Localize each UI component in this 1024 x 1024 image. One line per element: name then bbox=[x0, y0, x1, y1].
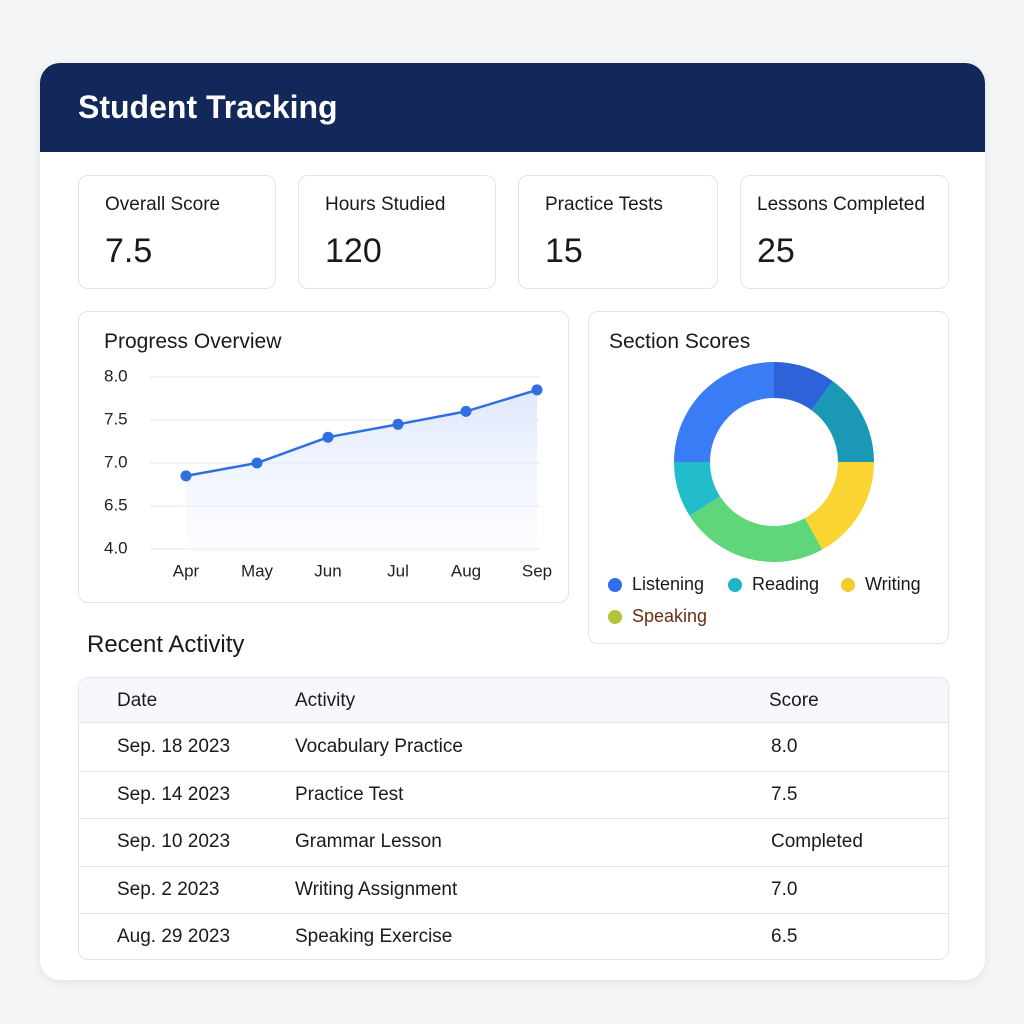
stat-label: Overall Score bbox=[105, 194, 221, 215]
section-title: Recent Activity bbox=[87, 631, 245, 658]
table-cell: Writing Assignment bbox=[295, 878, 458, 900]
table-cell: Practice Test bbox=[295, 783, 404, 805]
chart-title: Section Scores bbox=[609, 330, 751, 353]
table-cell: 7.5 bbox=[771, 783, 798, 805]
activity-table: Date Activity Score Sep. 18 2023 Vocabulary … bbox=[78, 677, 949, 960]
column-header: Date bbox=[117, 690, 158, 711]
table-cell: 7.0 bbox=[771, 878, 798, 900]
header: Student Tracking bbox=[40, 63, 985, 152]
table-cell: Sep. 14 2023 bbox=[117, 783, 231, 805]
table-cell: Speaking Exercise bbox=[295, 926, 453, 947]
row-divider bbox=[79, 913, 948, 914]
row-divider bbox=[79, 865, 948, 867]
table-header bbox=[79, 678, 948, 723]
stat-value: 15 bbox=[545, 232, 583, 270]
table-cell: Vocabulary Practice bbox=[295, 736, 463, 757]
chart-title: Progress Overview bbox=[104, 330, 282, 353]
stat-value: 120 bbox=[325, 232, 382, 270]
stat-value: 7.5 bbox=[105, 232, 153, 270]
section-card: Section Scores bbox=[588, 311, 949, 644]
table-cell: 8.0 bbox=[771, 736, 798, 757]
table-cell: Aug. 29 2023 bbox=[117, 926, 231, 947]
table-cell: Sep. 10 2023 bbox=[117, 831, 231, 852]
table-cell: Sep. 2 2023 bbox=[117, 878, 220, 900]
stat-label: Lessons Completed bbox=[757, 194, 925, 215]
dashboard: Student Tracking Progress Overview Secti… bbox=[40, 63, 985, 980]
stat-card: Practice Tests 15 bbox=[518, 175, 718, 289]
progress-card: Progress Overview bbox=[78, 311, 569, 603]
stat-label: Practice Tests bbox=[545, 194, 663, 215]
table-cell: 6.5 bbox=[771, 926, 798, 947]
header-title: Student Tracking bbox=[78, 89, 338, 125]
table-cell: Grammar Lesson bbox=[295, 831, 442, 852]
table-cell: Sep. 18 2023 bbox=[117, 736, 231, 757]
stat-value: 25 bbox=[757, 232, 795, 270]
row-divider bbox=[79, 818, 948, 819]
stat-label: Hours Studied bbox=[325, 194, 446, 215]
stat-card: Overall Score 7.5 bbox=[78, 175, 276, 289]
row-divider bbox=[79, 770, 948, 772]
table-cell: Completed bbox=[771, 831, 863, 852]
stat-card: Lessons Completed 25 bbox=[740, 175, 949, 289]
column-header: Activity bbox=[295, 690, 356, 711]
stat-card: Hours Studied 120 bbox=[298, 175, 496, 289]
column-header: Score bbox=[769, 690, 819, 711]
